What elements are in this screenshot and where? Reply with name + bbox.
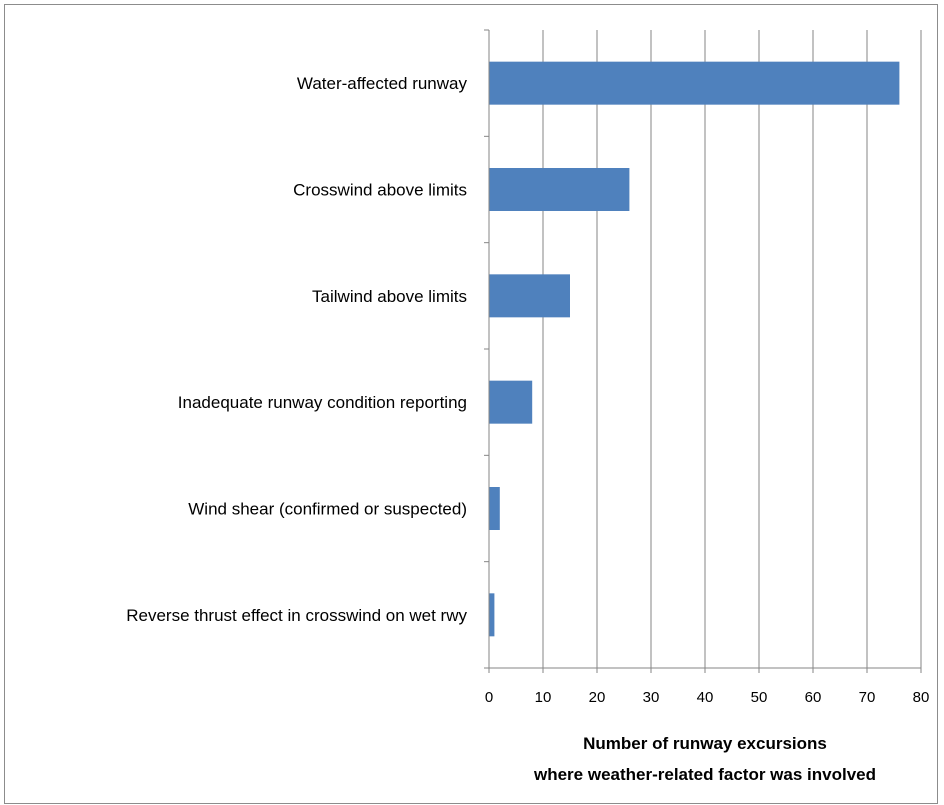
bar (489, 487, 500, 530)
category-label: Water-affected runway (297, 74, 468, 93)
category-label: Reverse thrust effect in crosswind on we… (126, 606, 467, 625)
bar (489, 593, 495, 637)
x-axis-title-line-1: Number of runway excursions (583, 734, 827, 753)
bars (489, 61, 900, 637)
category-label: Wind shear (confirmed or suspected) (188, 500, 467, 519)
x-tick-label: 10 (535, 689, 552, 706)
category-labels: Water-affected runway Crosswind above lim… (126, 74, 467, 625)
x-axis-title-line-2: where weather-related factor was involve… (533, 765, 876, 784)
bar (489, 168, 630, 211)
x-tick-label: 20 (589, 689, 606, 706)
bar (489, 61, 900, 105)
gridlines (542, 30, 922, 668)
x-tick-label: 30 (643, 689, 660, 706)
x-tick-label: 40 (697, 689, 714, 706)
x-tick-label: 80 (913, 689, 930, 706)
x-tick-label: 0 (485, 689, 493, 706)
bar (489, 380, 533, 424)
category-label: Inadequate runway condition reporting (178, 393, 467, 412)
x-tick-label: 70 (859, 689, 876, 706)
chart-frame (4, 4, 938, 804)
axes (484, 29, 922, 673)
x-tick-label: 50 (751, 689, 768, 706)
x-tick-labels: 0 10 20 30 40 50 60 70 80 (485, 689, 930, 706)
bar (489, 274, 570, 318)
x-tick-label: 60 (805, 689, 822, 706)
category-label: Tailwind above limits (312, 287, 467, 306)
category-label: Crosswind above limits (293, 181, 467, 200)
